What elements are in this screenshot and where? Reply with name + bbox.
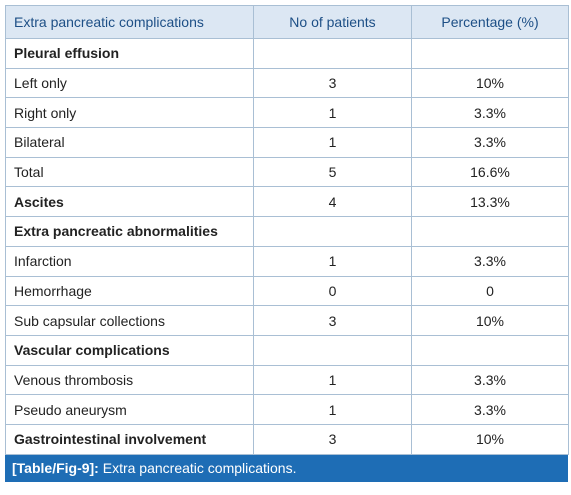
cell-patients: 1	[253, 245, 412, 277]
caption-text: Extra pancreatic complications.	[102, 459, 297, 476]
empty-cell	[411, 334, 569, 366]
cell-patients: 1	[253, 97, 412, 129]
table-row: Extra pancreatic abnormalities	[5, 216, 569, 247]
empty-cell	[253, 334, 412, 366]
table-row: Ascites 4 13.3%	[5, 186, 569, 218]
table-row: Sub capsular collections 3 10%	[5, 305, 569, 336]
cell-patients: 3	[253, 305, 412, 336]
cell-patients: 1	[253, 364, 412, 396]
table-row: Left only 3 10%	[5, 67, 569, 99]
header-cell: Percentage (%)	[411, 5, 569, 39]
cell-patients: 1	[253, 127, 412, 158]
caption-label: [Table/Fig-9]:	[12, 459, 99, 476]
table-figure: Extra pancreatic complications No of pat…	[5, 5, 569, 482]
cell-patients: 5	[253, 156, 412, 188]
cell-patients: 1	[253, 394, 412, 425]
cell-percent: 10%	[411, 305, 569, 336]
cell-label: Pseudo aneurysm	[5, 394, 254, 425]
table-row: Pleural effusion	[5, 38, 569, 69]
cell-percent: 3.3%	[411, 245, 569, 277]
cell-label: Bilateral	[5, 127, 254, 158]
empty-cell	[411, 38, 569, 69]
cell-label: Vascular complications	[5, 334, 254, 366]
cell-percent: 13.3%	[411, 186, 569, 218]
cell-percent: 3.3%	[411, 394, 569, 425]
cell-percent: 16.6%	[411, 156, 569, 188]
table-row: Total 5 16.6%	[5, 156, 569, 188]
table-row: Venous thrombosis 1 3.3%	[5, 364, 569, 396]
cell-patients: 0	[253, 275, 412, 307]
table-body: Pleural effusion Left only 3 10% Right only 1…	[5, 38, 569, 455]
cell-percent: 3.3%	[411, 97, 569, 129]
cell-label: Infarction	[5, 245, 254, 277]
table-row: Infarction 1 3.3%	[5, 245, 569, 277]
empty-cell	[253, 38, 412, 69]
table-row: Right only 1 3.3%	[5, 97, 569, 129]
cell-percent: 3.3%	[411, 127, 569, 158]
cell-label: Sub capsular collections	[5, 305, 254, 336]
cell-patients: 3	[253, 67, 412, 99]
table-row: Hemorrhage 0 0	[5, 275, 569, 307]
cell-label: Pleural effusion	[5, 38, 254, 69]
cell-patients: 3	[253, 423, 412, 455]
cell-percent: 10%	[411, 423, 569, 455]
table-row: Pseudo aneurysm 1 3.3%	[5, 394, 569, 425]
header-cell: No of patients	[253, 5, 412, 39]
cell-patients: 4	[253, 186, 412, 218]
table-row: Vascular complications	[5, 334, 569, 366]
cell-label: Venous thrombosis	[5, 364, 254, 396]
header-cell: Extra pancreatic complications	[5, 5, 254, 39]
table-row: Gastrointestinal involvement 3 10%	[5, 423, 569, 455]
cell-label: Gastrointestinal involvement	[5, 423, 254, 455]
cell-label: Ascites	[5, 186, 254, 218]
table-row: Bilateral 1 3.3%	[5, 127, 569, 158]
cell-label: Total	[5, 156, 254, 188]
header-row: Extra pancreatic complications No of pat…	[5, 5, 569, 39]
cell-label: Left only	[5, 67, 254, 99]
empty-cell	[411, 216, 569, 247]
cell-label: Extra pancreatic abnormalities	[5, 216, 254, 247]
cell-label: Right only	[5, 97, 254, 129]
table: Extra pancreatic complications No of pat…	[5, 5, 569, 455]
empty-cell	[253, 216, 412, 247]
caption: [Table/Fig-9]: Extra pancreatic complica…	[5, 454, 568, 482]
cell-percent: 10%	[411, 67, 569, 99]
cell-percent: 0	[411, 275, 569, 307]
cell-percent: 3.3%	[411, 364, 569, 396]
cell-label: Hemorrhage	[5, 275, 254, 307]
